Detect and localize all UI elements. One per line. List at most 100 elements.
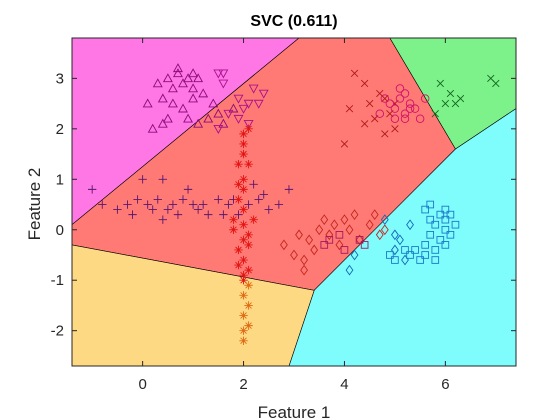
data-point (300, 254, 309, 266)
data-point (193, 205, 203, 214)
data-point (380, 224, 389, 236)
data-point (238, 104, 249, 114)
data-point (239, 276, 248, 285)
data-point (234, 210, 243, 219)
data-point (218, 69, 229, 79)
data-point (451, 220, 460, 229)
series-3 (431, 74, 500, 118)
data-point (243, 119, 254, 129)
data-point (218, 118, 229, 128)
series-4 (375, 84, 430, 123)
data-point (350, 69, 359, 78)
data-point (355, 234, 364, 246)
data-point (162, 113, 173, 123)
data-point (400, 114, 410, 123)
data-point (441, 205, 450, 214)
data-point (340, 214, 349, 226)
data-point (234, 159, 243, 169)
data-point (258, 89, 269, 99)
data-point (239, 255, 248, 265)
data-point (173, 210, 183, 219)
data-point (239, 149, 248, 159)
data-point (239, 220, 248, 229)
data-point (148, 205, 157, 214)
data-point (340, 246, 349, 254)
data-point (390, 229, 399, 241)
data-point (431, 110, 439, 118)
data-point (229, 215, 238, 224)
data-point (360, 120, 369, 128)
data-point (157, 93, 168, 103)
data-point (330, 219, 339, 231)
data-point (157, 118, 168, 128)
data-point (405, 99, 415, 108)
data-point (350, 249, 359, 261)
data-point (208, 98, 219, 108)
data-point (381, 130, 389, 138)
data-point (325, 236, 334, 244)
data-point (239, 185, 248, 194)
data-point (128, 210, 137, 219)
data-point (366, 99, 374, 108)
data-point (370, 209, 379, 221)
data-point (375, 109, 385, 118)
data-point (183, 73, 194, 83)
data-point (380, 94, 390, 103)
data-point (244, 281, 253, 290)
data-point (178, 78, 188, 88)
data-point (239, 336, 248, 345)
data-point (138, 175, 147, 184)
data-point (143, 200, 152, 209)
data-point (239, 291, 248, 300)
data-point (249, 215, 258, 224)
data-point (310, 244, 319, 256)
data-point (172, 63, 183, 73)
data-point (239, 270, 248, 280)
y-tick-label: 2 (56, 121, 64, 138)
data-point (142, 98, 153, 108)
data-point (183, 113, 194, 123)
data-point (172, 68, 183, 78)
data-point (360, 241, 369, 249)
data-point (244, 321, 253, 330)
decision-regions (71, 37, 517, 367)
x-tick-label: 2 (239, 376, 247, 393)
data-point (420, 94, 430, 103)
data-point (239, 311, 248, 320)
data-point (158, 175, 168, 184)
data-point (249, 180, 258, 189)
data-point (405, 104, 415, 113)
data-point (133, 195, 142, 204)
plot-frame (71, 37, 517, 367)
series-11 (320, 230, 369, 254)
data-point (390, 104, 400, 113)
data-point (492, 79, 500, 88)
data-point (153, 195, 162, 204)
data-point (421, 241, 429, 249)
data-point (446, 230, 455, 239)
data-point (178, 103, 188, 113)
data-point (244, 301, 253, 310)
data-point (340, 140, 349, 148)
data-point (244, 200, 253, 209)
data-point (162, 73, 173, 83)
data-point (233, 114, 244, 124)
data-point (350, 209, 359, 221)
data-point (239, 129, 248, 139)
data-point (219, 210, 228, 219)
data-point (229, 225, 238, 234)
data-point (223, 109, 234, 119)
x-tick-label: 6 (441, 376, 449, 393)
data-point (239, 326, 248, 335)
data-point (239, 235, 248, 245)
data-point (395, 94, 405, 103)
data-point (416, 256, 424, 264)
y-tick-label: -2 (51, 323, 64, 340)
data-point (320, 214, 329, 226)
data-point (446, 89, 455, 98)
data-point (224, 200, 233, 209)
data-point (163, 205, 173, 214)
data-point (98, 200, 107, 209)
data-point (193, 73, 204, 83)
data-point (345, 264, 354, 276)
